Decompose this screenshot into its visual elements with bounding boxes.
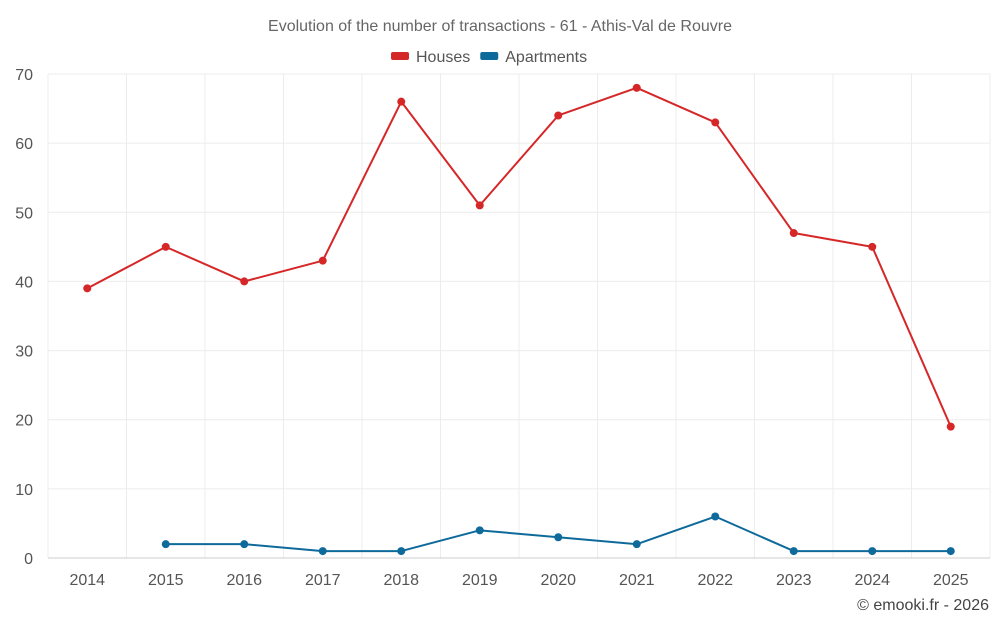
y-axis: 0 10 20 30 40 50 60 70 [15, 67, 33, 568]
legend-label-apartments[interactable]: Apartments [505, 49, 587, 66]
data-point-apartments[interactable] [946, 547, 955, 556]
data-point-apartments[interactable] [475, 526, 484, 535]
y-tick-label: 60 [15, 136, 33, 153]
data-point-houses[interactable] [868, 242, 877, 251]
x-tick-label: 2025 [933, 572, 969, 589]
data-point-apartments[interactable] [554, 533, 563, 542]
data-point-apartments[interactable] [632, 540, 641, 549]
data-point-houses[interactable] [475, 201, 484, 210]
data-point-houses[interactable] [318, 256, 327, 265]
x-tick-label: 2021 [619, 572, 655, 589]
series-layer [83, 83, 955, 556]
y-tick-label: 50 [15, 205, 33, 222]
legend-label-houses[interactable]: Houses [416, 49, 470, 66]
y-tick-label: 70 [15, 67, 33, 84]
x-tick-label: 2020 [540, 572, 576, 589]
data-point-apartments[interactable] [240, 540, 249, 549]
data-point-houses[interactable] [397, 97, 406, 106]
x-tick-label: 2018 [383, 572, 419, 589]
x-tick-label: 2024 [854, 572, 890, 589]
series-line-houses [86, 86, 952, 428]
data-point-houses[interactable] [632, 83, 641, 92]
x-tick-label: 2023 [776, 572, 812, 589]
data-point-houses[interactable] [240, 277, 249, 286]
data-point-apartments[interactable] [711, 512, 720, 521]
y-tick-label: 30 [15, 344, 33, 361]
legend: Houses Apartments [391, 49, 587, 66]
data-point-apartments[interactable] [161, 540, 170, 549]
y-tick-label: 40 [15, 274, 33, 291]
grid-lines [47, 73, 991, 558]
data-point-apartments[interactable] [868, 547, 877, 556]
data-point-houses[interactable] [83, 284, 92, 293]
data-point-apartments[interactable] [789, 547, 798, 556]
data-point-houses[interactable] [789, 229, 798, 238]
x-tick-label: 2014 [69, 572, 105, 589]
x-axis: 2014 2015 2016 2017 2018 2019 2020 2021 2022 2023… [48, 557, 990, 589]
legend-swatch-apartments [480, 52, 499, 60]
chart-title: Evolution of the number of transactions … [268, 18, 732, 35]
data-point-apartments[interactable] [318, 547, 327, 556]
y-tick-label: 10 [15, 482, 33, 499]
x-tick-label: 2022 [697, 572, 733, 589]
credit-text: © emooki.fr - 2026 [857, 597, 989, 614]
data-point-houses[interactable] [711, 118, 720, 127]
y-tick-label: 0 [24, 551, 33, 568]
data-point-houses[interactable] [161, 242, 170, 251]
x-tick-label: 2017 [305, 572, 341, 589]
x-tick-label: 2015 [148, 572, 184, 589]
data-point-apartments[interactable] [397, 547, 406, 556]
data-point-houses[interactable] [946, 422, 955, 431]
y-tick-label: 20 [15, 413, 33, 430]
x-tick-label: 2019 [462, 572, 498, 589]
data-point-houses[interactable] [554, 111, 563, 120]
x-tick-label: 2016 [226, 572, 262, 589]
legend-swatch-houses [391, 52, 409, 60]
